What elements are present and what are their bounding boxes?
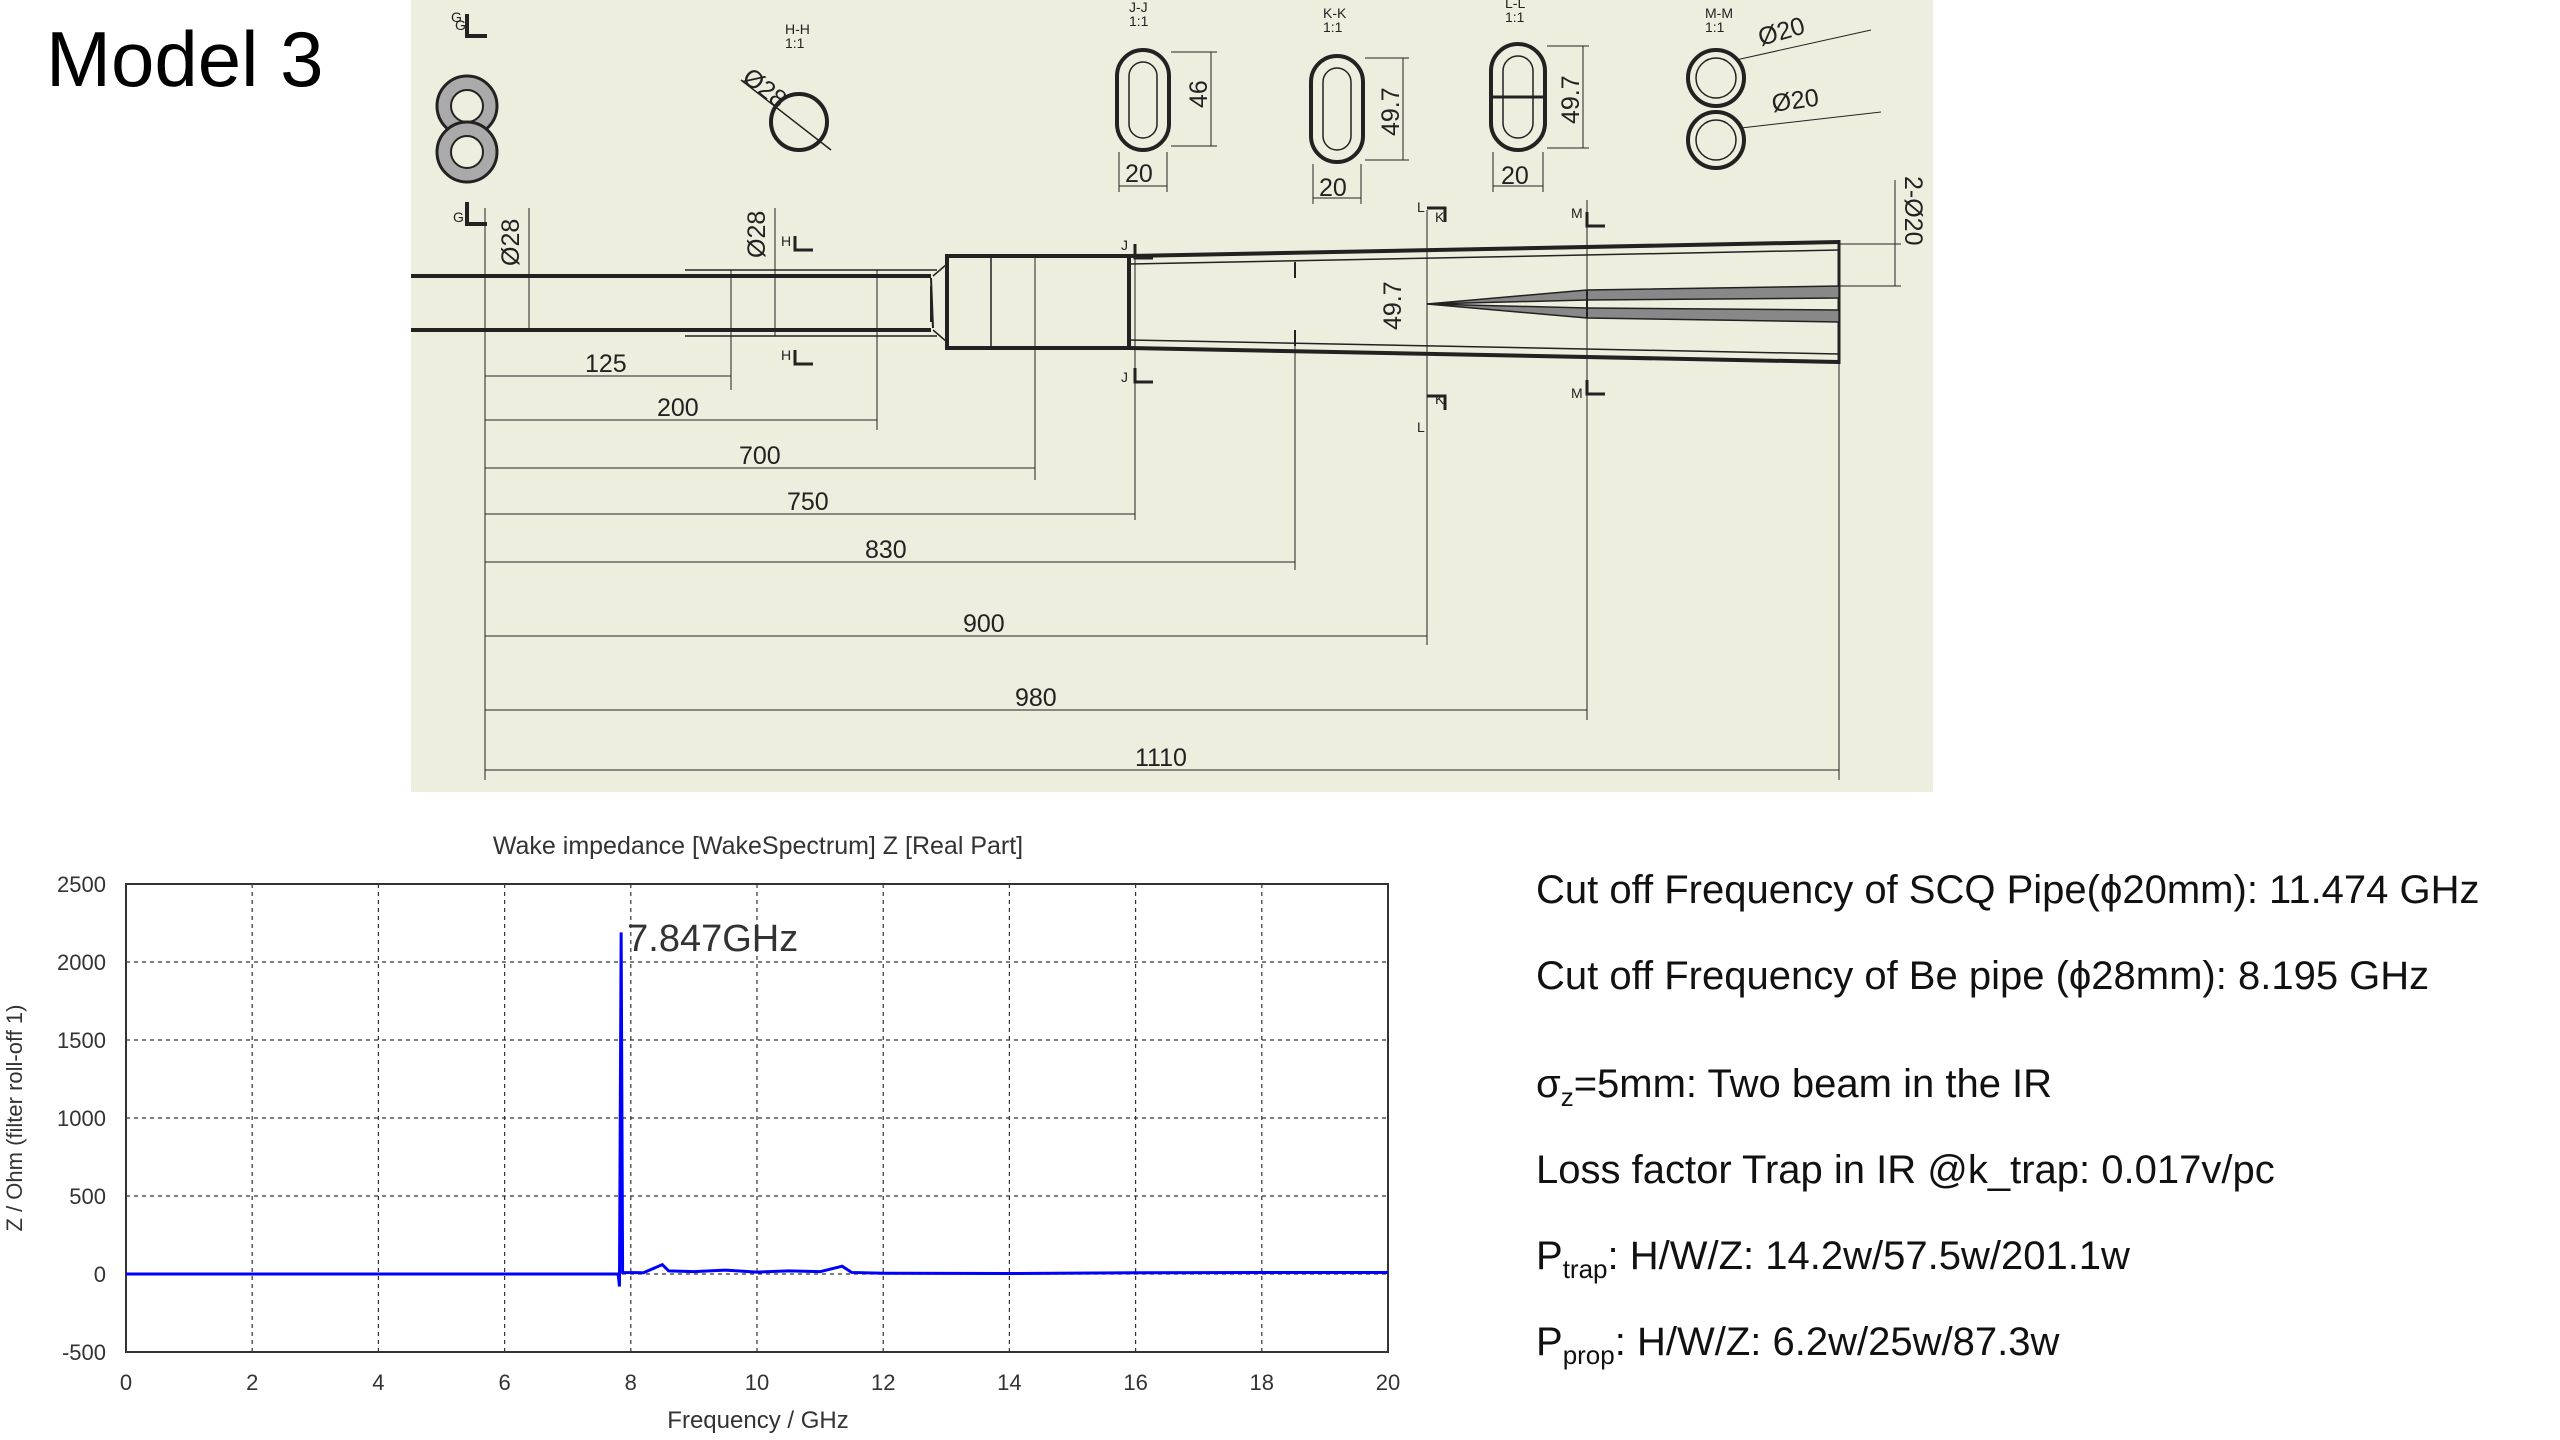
view-marker-j1: J [1121,237,1128,253]
p-prop-symbol: P [1536,1320,1563,1364]
x-tick-label: 20 [1376,1370,1400,1395]
section-label-hh: H-H [785,21,810,37]
dim-twin-dia: 2-Ø20 [1899,176,1927,245]
p-trap-symbol: P [1536,1234,1563,1278]
section-m-ring-top [1686,48,1746,108]
wake-impedance-chart: Wake impedance [WakeSpectrum] Z [Real Pa… [2,832,1400,1434]
section-scale-ll: 1:1 [1505,9,1525,25]
view-marker-h1: H [781,233,791,249]
p-trap-text: : H/W/Z: 14.2w/57.5w/201.1w [1607,1234,2130,1278]
section-g-twin-rings [435,74,499,184]
p-trap-line: Ptrap: H/W/Z: 14.2w/57.5w/201.1w [1536,1234,2130,1285]
section-h-circle [769,92,829,152]
loss-factor-line: Loss factor Trap in IR @k_trap: 0.017v/p… [1536,1148,2275,1192]
section-m-ring-bottom [1686,110,1746,170]
section-scale-hh: 1:1 [785,35,805,51]
section-k-obround [1309,54,1365,164]
series-line [126,932,1388,1287]
dim-section-j-width: 20 [1125,160,1153,188]
view-marker-j2: J [1121,369,1128,385]
dim-length-1110: 1110 [1135,744,1187,772]
y-tick-label: 1500 [57,1028,106,1053]
view-marker-k1: K [1435,209,1445,225]
cutoff-scq-pipe: Cut off Frequency of SCQ Pipe(ϕ20mm): 11… [1536,868,2480,912]
x-tick-label: 2 [246,1370,258,1395]
section-scale-jj: 1:1 [1129,13,1149,29]
dim-length-125: 125 [585,350,627,378]
dim-section-l-width: 20 [1501,162,1529,190]
view-marker-h2: H [781,347,791,363]
y-axis-label: Z / Ohm (filter roll-off 1) [2,1005,27,1232]
dim-length-980: 980 [1015,684,1057,712]
section-label-ll: L-L [1505,0,1525,11]
p-prop-line: Pprop: H/W/Z: 6.2w/25w/87.3w [1536,1320,2059,1371]
dim-length-200: 200 [657,394,699,422]
view-marker-l1: L [1417,199,1425,215]
p-trap-subscript: trap [1562,1254,1608,1284]
view-marker-l2: L [1417,419,1425,435]
view-marker-k2: K [1435,391,1445,407]
dim-length-750: 750 [787,488,829,516]
dim-pipe-dia-h: Ø28 [743,211,771,258]
slide-title: Model 3 [46,15,324,103]
view-marker-m2: M [1571,385,1583,401]
y-tick-label: 0 [94,1262,106,1287]
section-label-g: G [451,9,462,25]
x-axis-label: Frequency / GHz [667,1407,848,1434]
x-tick-label: 8 [625,1370,637,1395]
x-tick-label: 18 [1250,1370,1274,1395]
section-j-obround [1115,48,1171,152]
y-tick-label: 2000 [57,950,106,975]
dim-pipe-dia-g: Ø28 [497,219,525,266]
y-tick-label: -500 [62,1340,106,1365]
x-tick-label: 10 [745,1370,769,1395]
y-tick-label: 1000 [57,1106,106,1131]
dim-section-l-height: 49.7 [1557,75,1585,124]
dim-section-k-width: 20 [1319,174,1347,202]
x-tick-label: 14 [997,1370,1021,1395]
view-marker-g1: G [455,17,466,33]
y-tick-label: 2500 [57,872,106,897]
x-tick-label: 6 [498,1370,510,1395]
plot-frame [125,883,1389,1353]
sigma-subscript: z [1560,1082,1574,1112]
cutoff-be-pipe: Cut off Frequency of Be pipe (ϕ28mm): 8.… [1536,954,2430,998]
p-prop-subscript: prop [1562,1340,1615,1370]
p-prop-text: : H/W/Z: 6.2w/25w/87.3w [1614,1320,2060,1364]
x-tick-label: 0 [120,1370,132,1395]
dim-pipe-height: 49.7 [1379,281,1407,330]
y-tick-label: 500 [69,1184,106,1209]
x-tick-label: 12 [871,1370,895,1395]
sigma-text: =5mm: Two beam in the IR [1573,1062,2053,1106]
dim-length-900: 900 [963,610,1005,638]
chart-title: Wake impedance [WakeSpectrum] Z [Real Pa… [493,832,1023,860]
x-tick-label: 16 [1123,1370,1147,1395]
dim-section-k-height: 49.7 [1377,87,1405,136]
section-scale-mm: 1:1 [1705,19,1725,35]
dim-length-830: 830 [865,536,907,564]
view-marker-m1: M [1571,205,1583,221]
dim-length-700: 700 [739,442,781,470]
sigma-z-line: σz=5mm: Two beam in the IR [1536,1062,2052,1113]
engineering-drawing: G H-H 1:1 J-J 1:1 K-K 1:1 L-L 1:1 M-M 1:… [411,0,1933,792]
dim-section-m-dia-bottom: Ø20 [1770,84,1821,118]
dim-section-j-height: 46 [1185,80,1213,108]
section-label-jj: J-J [1129,0,1148,15]
section-scale-kk: 1:1 [1323,19,1343,35]
view-marker-g2: G [453,209,464,225]
peak-annotation: 7.847GHz [627,918,798,960]
pipe-side-view [411,240,1841,364]
sigma-symbol: σ [1536,1062,1561,1106]
section-label-mm: M-M [1705,5,1733,21]
x-tick-label: 4 [372,1370,384,1395]
section-label-kk: K-K [1323,5,1347,21]
dim-section-h-dia: Ø28 [737,63,791,114]
